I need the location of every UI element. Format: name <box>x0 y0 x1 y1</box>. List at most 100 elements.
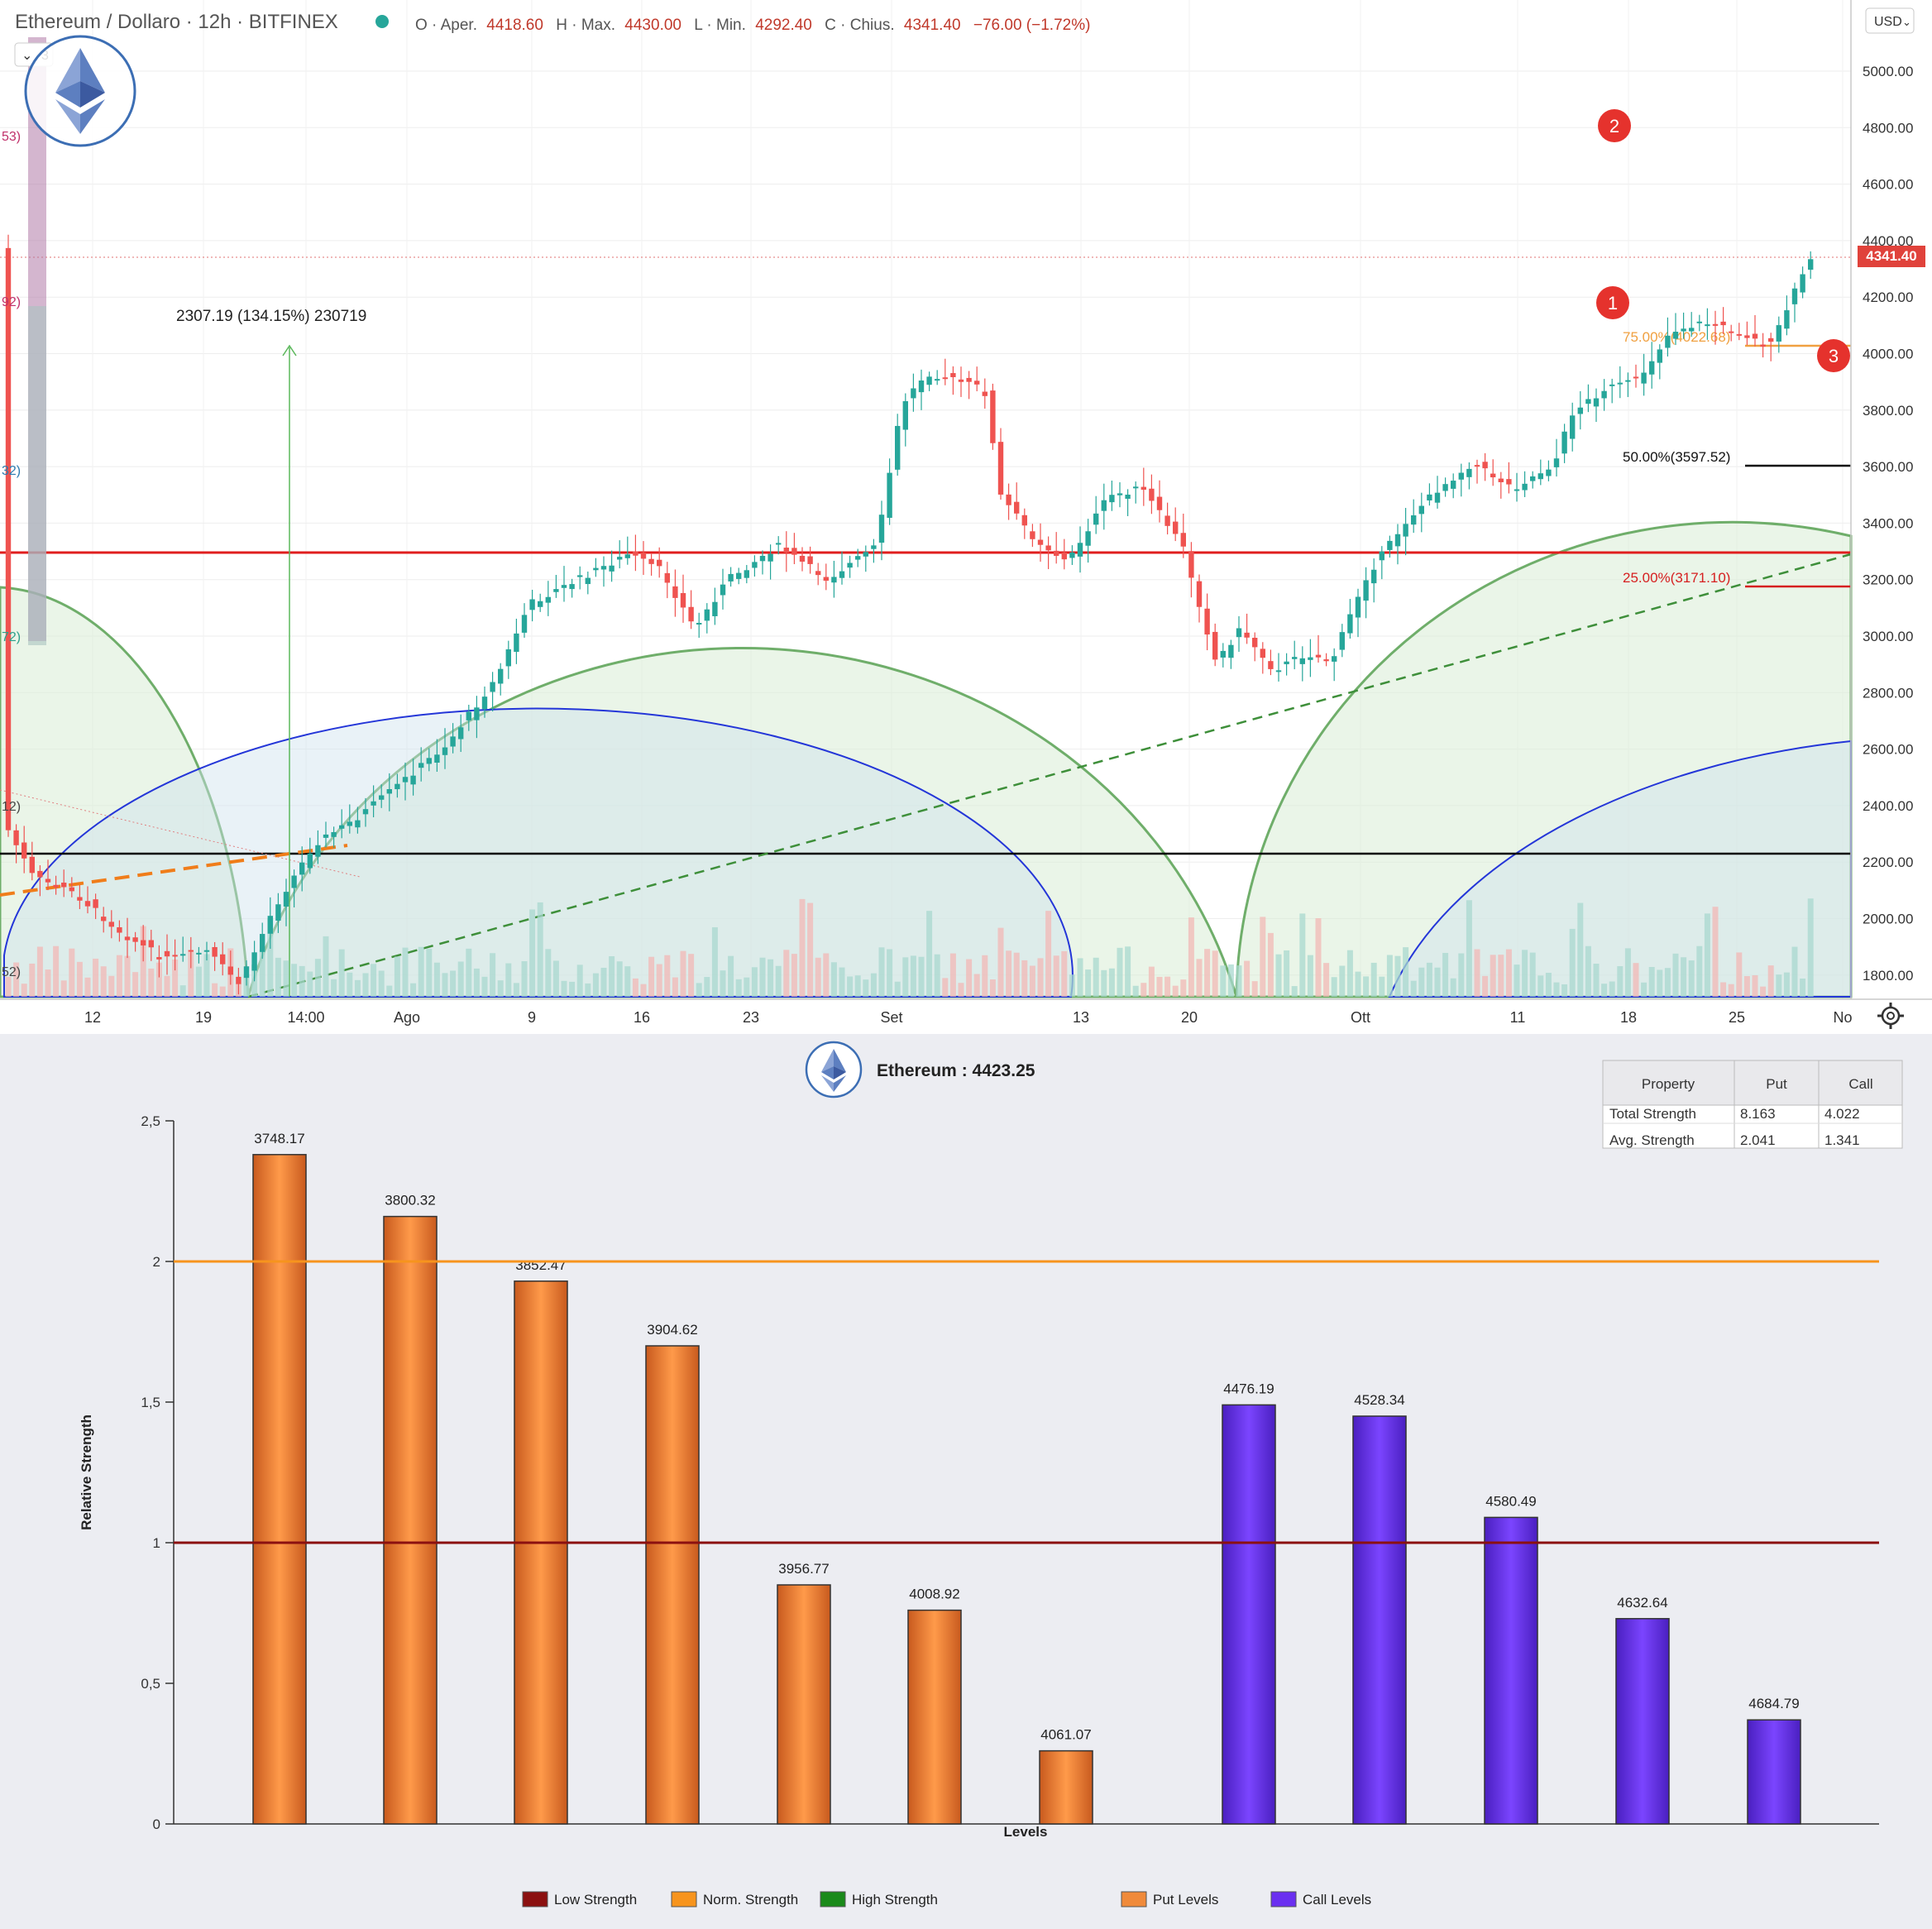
bar-put[interactable] <box>777 1584 831 1825</box>
blue-arc-right <box>1388 740 1852 998</box>
time-tick: 20 <box>1181 1009 1198 1026</box>
candle-body <box>585 577 591 585</box>
volume-bar <box>307 971 313 997</box>
table-header-property: Property <box>1642 1076 1695 1092</box>
bar-call[interactable] <box>1615 1618 1670 1825</box>
volume-bar <box>36 946 43 997</box>
bar-call[interactable] <box>1222 1404 1276 1825</box>
candle-body <box>545 596 551 603</box>
candle-body <box>1681 328 1686 332</box>
marker-2[interactable]: 2 <box>1598 109 1631 142</box>
bar-call[interactable] <box>1747 1719 1801 1825</box>
time-axis[interactable]: 12 19 14:00 Ago 9 16 23 Set 13 20 Ott 11 18 25 No <box>84 1009 1853 1026</box>
volume-bar <box>997 927 1004 997</box>
volume-bar <box>1069 974 1075 997</box>
volume-bar <box>1704 913 1710 997</box>
candle-body <box>1776 325 1781 342</box>
gear-icon[interactable] <box>1877 1003 1904 1029</box>
candle-body <box>1125 494 1131 499</box>
volume-bar <box>1394 955 1401 997</box>
time-tick: 11 <box>1510 1009 1526 1026</box>
volume-bar <box>148 968 155 997</box>
volume-bar <box>799 898 806 997</box>
time-tick: Ago <box>394 1009 420 1026</box>
volume-bar <box>982 955 988 997</box>
volume-bar <box>1275 954 1282 997</box>
candle-body <box>1061 553 1067 560</box>
candle-body <box>744 570 749 578</box>
strength-table: Property Put Call Total Strength 8.163 4… <box>1602 1060 1903 1149</box>
indicator-scale-label: 53) <box>2 130 21 144</box>
volume-bar <box>473 968 480 997</box>
symbol-title[interactable]: Ethereum / Dollaro · 12h · BITFINEX <box>15 11 338 33</box>
volume-bar <box>728 955 734 997</box>
candle-body <box>1021 515 1027 526</box>
candle-body <box>538 601 543 607</box>
volume-bar <box>1664 968 1671 997</box>
candle-body <box>1641 372 1647 384</box>
candle-body <box>1244 632 1250 638</box>
candle-body <box>1212 631 1218 660</box>
volume-bar <box>1736 952 1743 997</box>
candle-body <box>728 573 734 582</box>
candle-body <box>1570 415 1576 439</box>
candle-body <box>974 381 980 385</box>
price-axis[interactable]: 5000.00 4800.00 4600.00 4400.00 4200.00 4000.… <box>1863 64 1913 984</box>
price-tick: 4800.00 <box>1863 120 1913 136</box>
volume-bar <box>576 964 583 997</box>
candle-body <box>243 966 250 979</box>
bar-value-label: 4632.64 <box>1617 1595 1667 1611</box>
volume-bar <box>1021 960 1028 997</box>
volume-bar <box>433 962 440 997</box>
marker-3[interactable]: 3 <box>1817 339 1850 372</box>
bar-put[interactable] <box>645 1345 700 1825</box>
volume-bar <box>1712 907 1719 997</box>
volume-bar <box>1093 957 1099 997</box>
y-axis-label: Relative Strength <box>79 1414 94 1530</box>
bar-call[interactable] <box>1484 1516 1538 1825</box>
candle-body <box>1315 654 1322 658</box>
y-tick-label: 1,5 <box>141 1395 160 1410</box>
bar-put[interactable] <box>514 1280 568 1825</box>
currency-selector[interactable] <box>1865 7 1915 34</box>
volume-bar <box>640 984 647 997</box>
volume-bar <box>1743 976 1750 997</box>
volume-bar <box>1037 958 1044 997</box>
volume-bar <box>450 970 457 997</box>
candle-body <box>1696 321 1702 323</box>
volume-bar <box>744 977 750 997</box>
candle-body <box>1585 399 1591 404</box>
candle-body <box>275 904 281 921</box>
price-chart[interactable]: 2307.19 (134.15%) 230719 75.00%(4022.68)… <box>0 0 1932 1034</box>
marker-1[interactable]: 1 <box>1596 286 1629 319</box>
time-tick: 12 <box>84 1009 101 1026</box>
candle-body <box>1530 476 1536 481</box>
candle-body <box>1371 569 1377 584</box>
bar-put[interactable] <box>1039 1750 1093 1825</box>
y-tick-label: 1 <box>153 1535 160 1551</box>
candle-body <box>997 442 1004 495</box>
price-tick: 2400.00 <box>1863 798 1913 814</box>
volume-bar <box>1053 955 1059 997</box>
volume-bar <box>1148 966 1155 997</box>
chart-title: Ethereum : 4423.25 <box>877 1061 1035 1080</box>
volume-bar <box>1379 976 1385 997</box>
candle-body <box>1180 533 1186 547</box>
table-cell: Avg. Strength <box>1609 1132 1695 1148</box>
bar-put[interactable] <box>907 1609 962 1825</box>
candle-body <box>442 747 448 755</box>
bar-put[interactable] <box>383 1215 438 1825</box>
bar-call[interactable] <box>1352 1415 1407 1825</box>
candle-body <box>1188 551 1194 578</box>
candle-body <box>1633 376 1639 379</box>
volume-bar <box>1212 950 1218 997</box>
candle-body <box>1252 638 1258 648</box>
bar-put[interactable] <box>252 1154 307 1825</box>
volume-bar <box>1339 965 1346 997</box>
volume-bar <box>735 979 742 997</box>
trend-line-green[interactable] <box>247 553 1852 998</box>
volume-bar <box>490 953 496 997</box>
candle-body <box>22 842 27 859</box>
price-tick: 3600.00 <box>1863 459 1913 475</box>
candle-body <box>481 696 488 710</box>
